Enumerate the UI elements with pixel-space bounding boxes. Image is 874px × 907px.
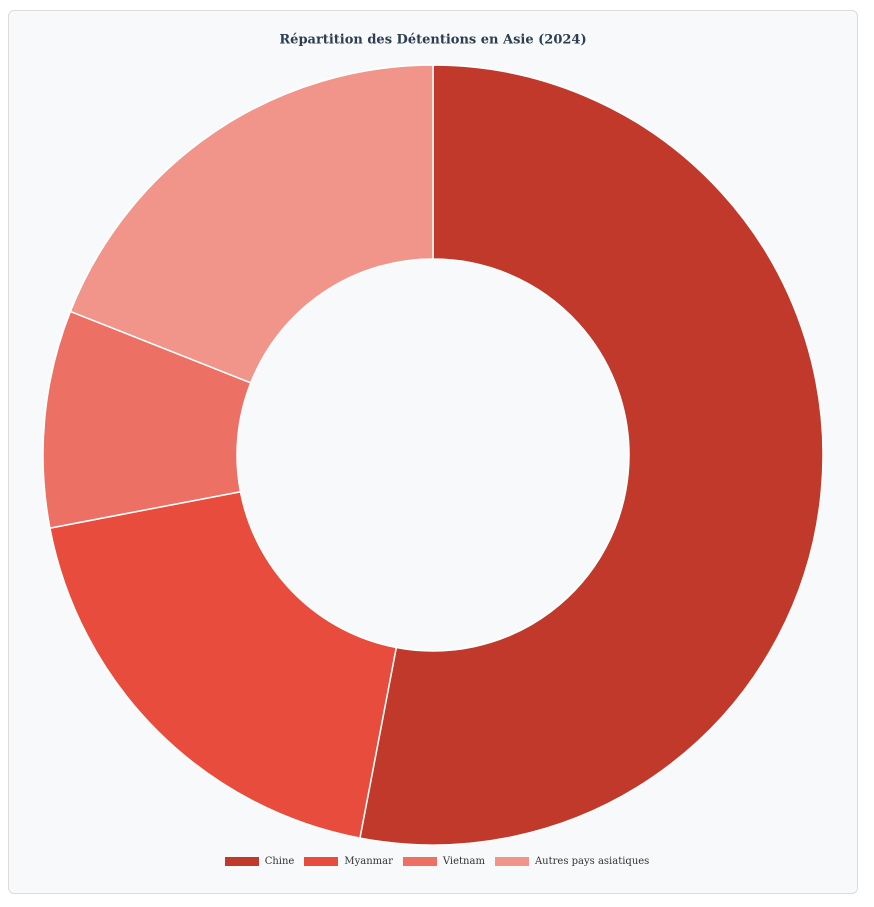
legend-label: Chine	[264, 856, 295, 867]
legend-label: Vietnam	[442, 856, 485, 867]
legend-swatch	[304, 857, 339, 866]
legend-swatch	[402, 857, 437, 866]
donut-slice	[359, 64, 824, 846]
legend-item[interactable]: Vietnam	[402, 856, 485, 867]
legend-item[interactable]: Chine	[224, 856, 295, 867]
donut-slice	[69, 64, 434, 384]
legend-label: Autres pays asiatiques	[534, 856, 650, 867]
legend-swatch	[224, 857, 259, 866]
legend-item[interactable]: Myanmar	[304, 856, 393, 867]
chart-title: Répartition des Détentions en Asie (2024…	[279, 33, 586, 48]
legend-item[interactable]: Autres pays asiatiques	[494, 856, 650, 867]
legend: Chine Myanmar Vietnam Autres pays asiatique…	[0, 856, 874, 867]
legend-swatch	[494, 857, 529, 866]
donut-slice	[49, 490, 398, 839]
legend-label: Myanmar	[344, 856, 393, 867]
